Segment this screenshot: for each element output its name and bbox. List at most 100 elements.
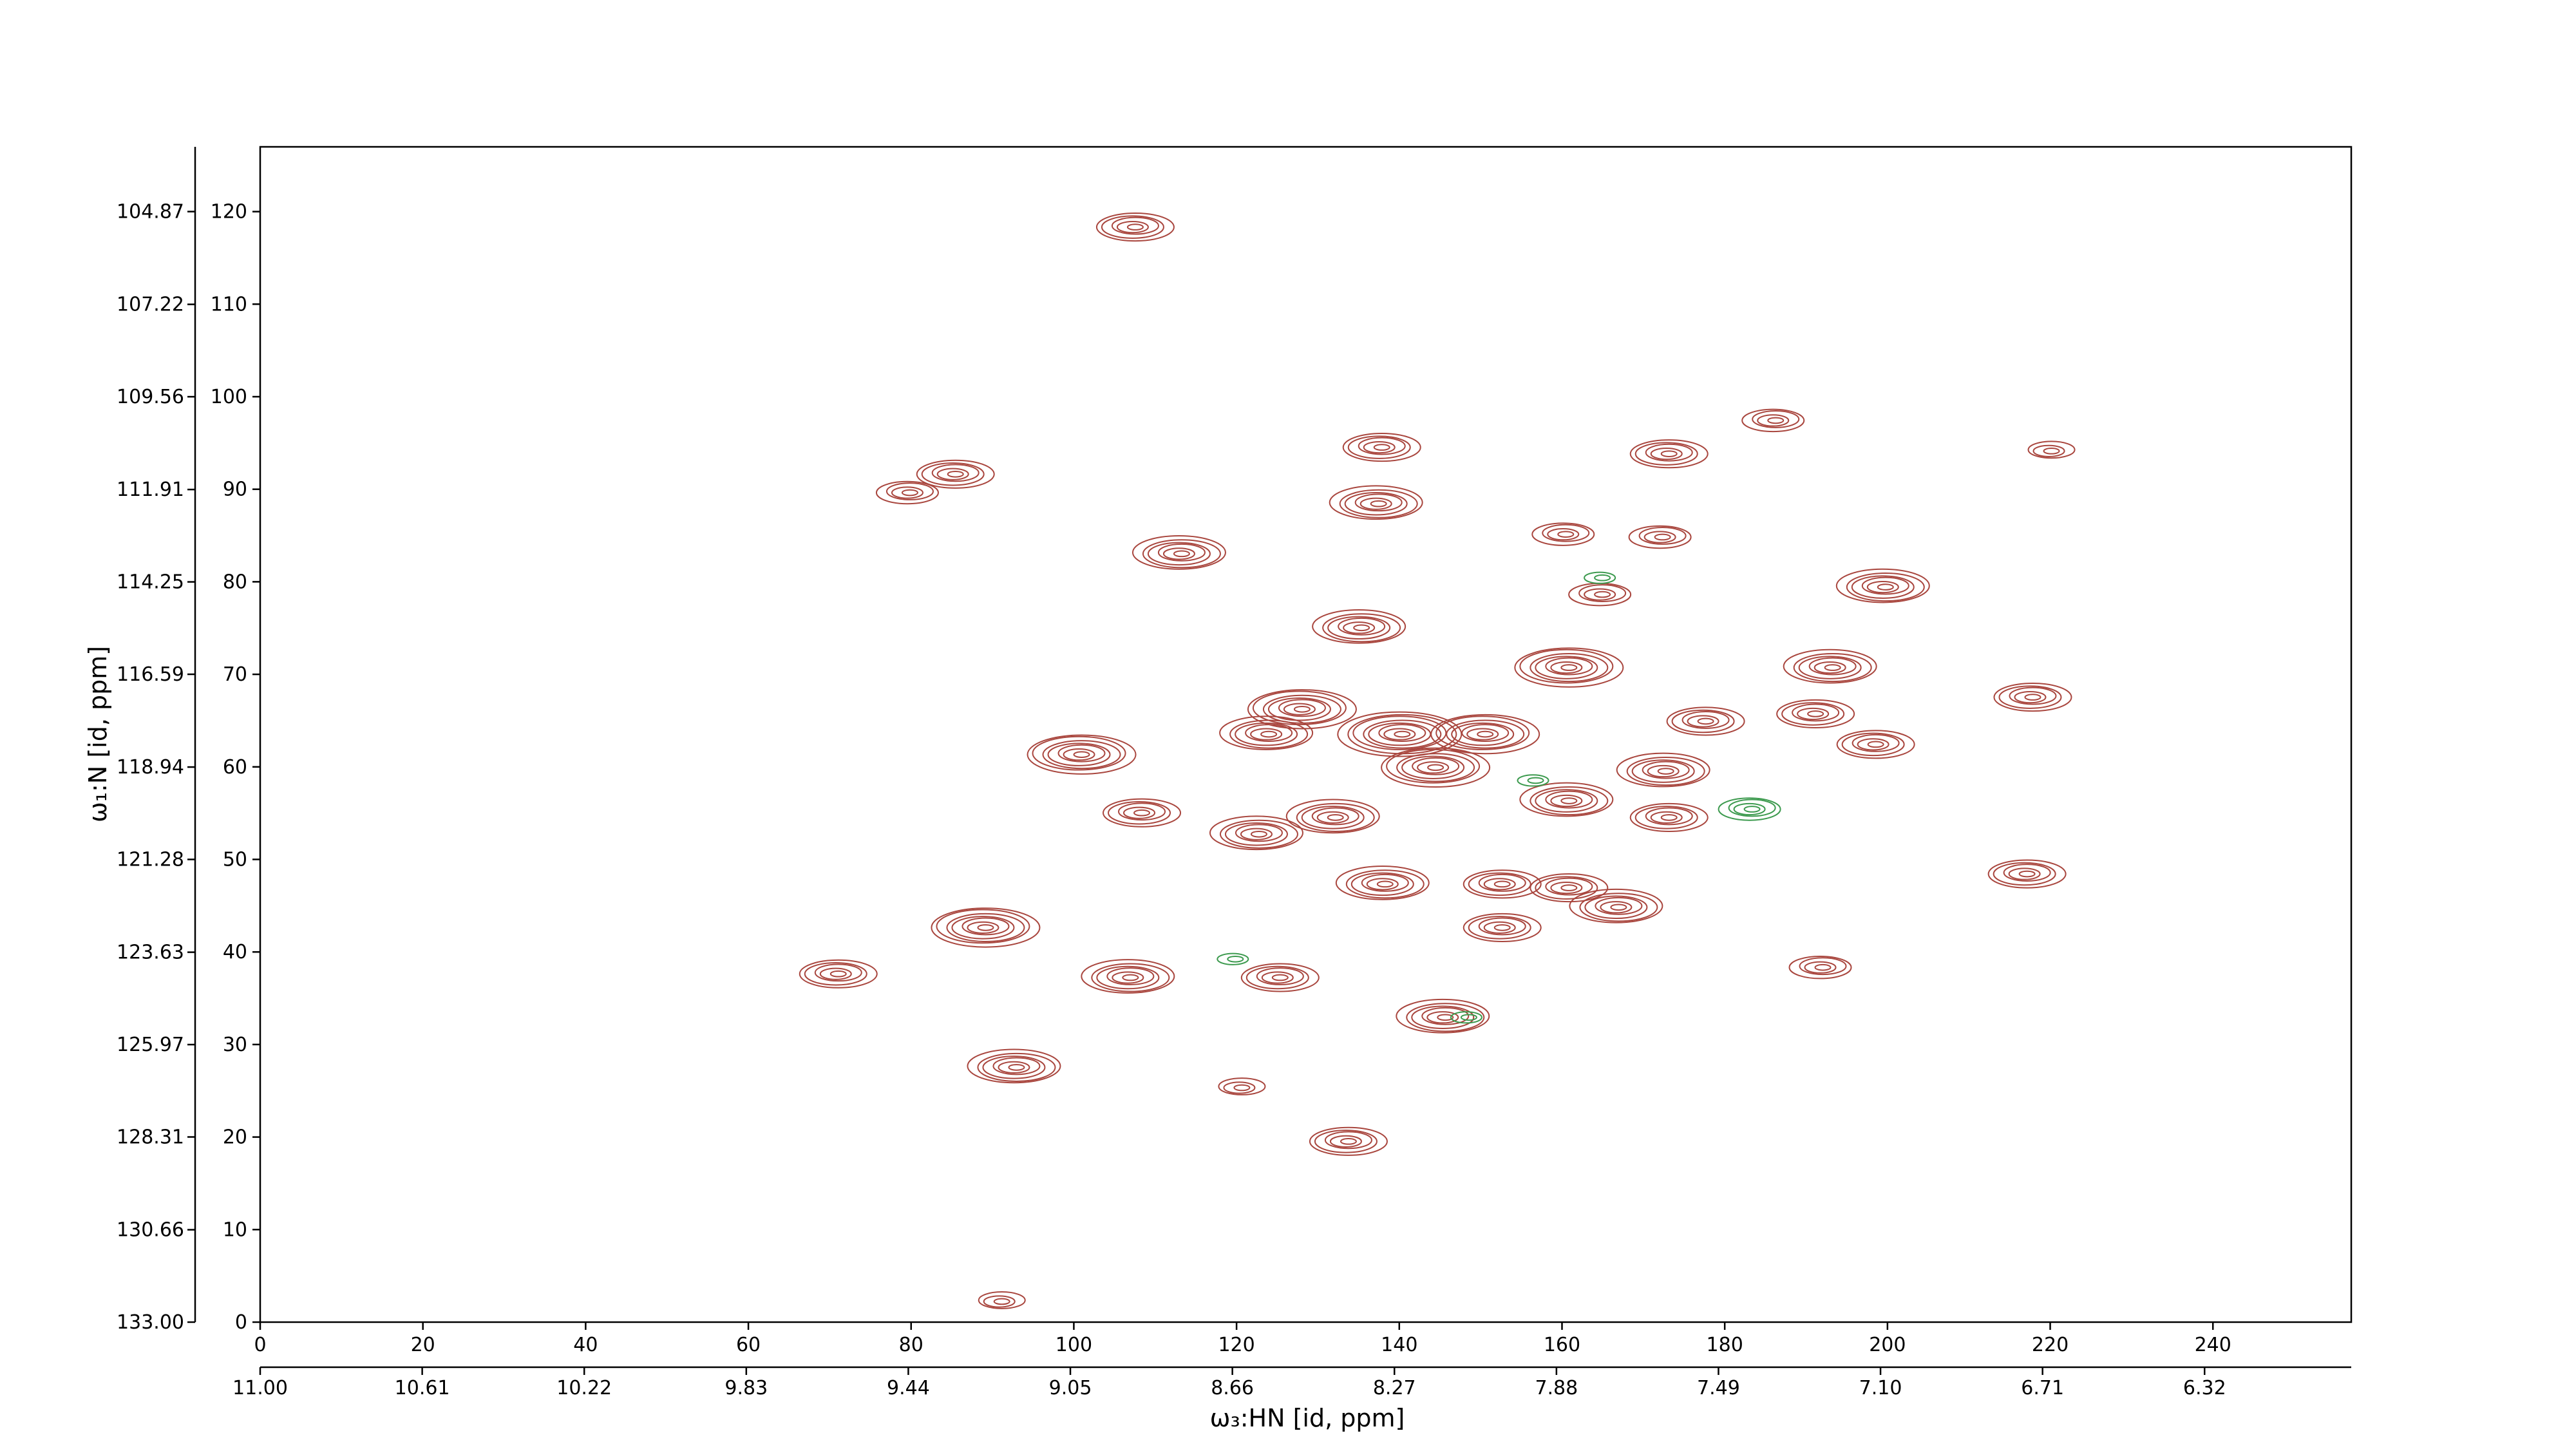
- contour-level: [1781, 702, 1845, 726]
- contour-level: [951, 916, 1015, 940]
- contour-level: [1877, 583, 1894, 591]
- contour-level: [1235, 722, 1298, 746]
- x2-tick-label: 7.88: [1535, 1377, 1578, 1399]
- contour-level: [1560, 884, 1578, 891]
- contour-level: [1645, 807, 1693, 826]
- contour-level: [1359, 497, 1392, 510]
- y-tick-label: 100: [211, 386, 247, 408]
- contour-level: [967, 921, 999, 934]
- contour-level: [1329, 1135, 1362, 1148]
- contour-level: [1836, 730, 1915, 759]
- contour-level: [1219, 819, 1298, 849]
- contour-level: [1743, 806, 1761, 813]
- x-tick-label: 160: [1544, 1334, 1580, 1356]
- contour-level: [1468, 916, 1531, 940]
- contour-level: [1650, 811, 1683, 824]
- contour-level: [1483, 878, 1516, 891]
- contour-level: [1835, 568, 1930, 603]
- contour-level: [1342, 433, 1421, 462]
- contour-level: [1783, 649, 1877, 684]
- contour-level: [1752, 410, 1800, 428]
- contour-level: [1584, 571, 1616, 584]
- contour-level: [1112, 971, 1144, 984]
- contour-level: [977, 1052, 1056, 1082]
- contour-level: [1224, 822, 1288, 846]
- contour-level: [1245, 724, 1293, 742]
- contour-level: [1650, 448, 1683, 460]
- y-tick-label: 70: [223, 663, 247, 686]
- contour-level: [1478, 917, 1526, 936]
- contour-level: [1335, 865, 1430, 900]
- contour-level: [1245, 965, 1309, 990]
- contour-level: [1466, 728, 1499, 741]
- x2-tick-label: 11.00: [232, 1377, 288, 1399]
- contour-level: [799, 959, 878, 989]
- contour-level: [1610, 904, 1627, 911]
- contour-level: [1557, 531, 1575, 538]
- contour-level: [1545, 877, 1593, 896]
- contour-level: [1634, 442, 1698, 466]
- contour-level: [1027, 734, 1137, 775]
- contour-level: [1327, 814, 1344, 821]
- contour-level: [1595, 896, 1643, 915]
- contour-level: [2009, 687, 2057, 705]
- x2-tick-label: 10.22: [556, 1377, 612, 1399]
- contour-level: [1227, 955, 1244, 963]
- contour-level: [1798, 656, 1862, 679]
- contour-level: [829, 970, 847, 978]
- contour-level: [1132, 535, 1226, 570]
- contour-level: [1477, 730, 1494, 738]
- x-tick-label: 100: [1056, 1334, 1092, 1356]
- contour-level: [1223, 1081, 1256, 1094]
- contour-level: [1550, 661, 1583, 674]
- contour-level: [1345, 869, 1425, 899]
- contour-level: [961, 917, 1010, 936]
- contour-level: [1008, 1064, 1025, 1071]
- y2-tick-label: 133.00: [117, 1311, 184, 1334]
- contour-level: [891, 486, 923, 499]
- contour-level: [2008, 867, 2041, 880]
- contour-area: [799, 213, 2076, 1309]
- contour-level: [1584, 895, 1648, 920]
- contour-level: [1240, 963, 1320, 992]
- contour-level: [1353, 624, 1370, 632]
- contour-level: [1642, 761, 1690, 779]
- contour-level: [1162, 547, 1195, 560]
- contour-level: [1998, 685, 2062, 709]
- contour-level: [1568, 582, 1632, 607]
- contour-level: [1600, 901, 1633, 914]
- contour-level: [1101, 215, 1164, 239]
- x-tick-label: 0: [254, 1334, 266, 1356]
- contour-level: [978, 1291, 1026, 1309]
- contour-level: [992, 1057, 1041, 1075]
- contour-level: [1352, 715, 1447, 750]
- contour-level: [1519, 782, 1614, 817]
- contour-level: [1437, 1014, 1454, 1021]
- y2-tick-label: 118.94: [117, 756, 184, 779]
- contour-level: [1804, 961, 1837, 974]
- contour-level: [1378, 724, 1426, 742]
- contour-level: [1530, 653, 1609, 683]
- x2-tick-label: 6.32: [2183, 1377, 2226, 1399]
- x2-tick-label: 10.61: [395, 1377, 450, 1399]
- contour-level: [1337, 711, 1463, 757]
- y2-tick-label: 125.97: [117, 1034, 184, 1056]
- contour-level: [1386, 748, 1481, 784]
- contour-level: [1767, 417, 1785, 424]
- contour-level: [1394, 730, 1411, 738]
- contour-level: [1118, 802, 1166, 821]
- contour-level: [1654, 533, 1671, 541]
- contour-level: [1350, 872, 1414, 896]
- contour-level: [1383, 728, 1416, 741]
- contour-level: [1461, 724, 1510, 742]
- contour-level: [1861, 576, 1909, 595]
- x-tick-label: 220: [2032, 1334, 2069, 1356]
- x-tick-label: 240: [2195, 1334, 2231, 1356]
- y-tick-label: 20: [223, 1126, 247, 1149]
- x2-tick-label: 9.83: [724, 1377, 768, 1399]
- x2-tick-label: 8.27: [1373, 1377, 1416, 1399]
- contour-level: [1987, 859, 2067, 889]
- contour-level: [1157, 543, 1206, 562]
- contour-level: [1396, 753, 1475, 782]
